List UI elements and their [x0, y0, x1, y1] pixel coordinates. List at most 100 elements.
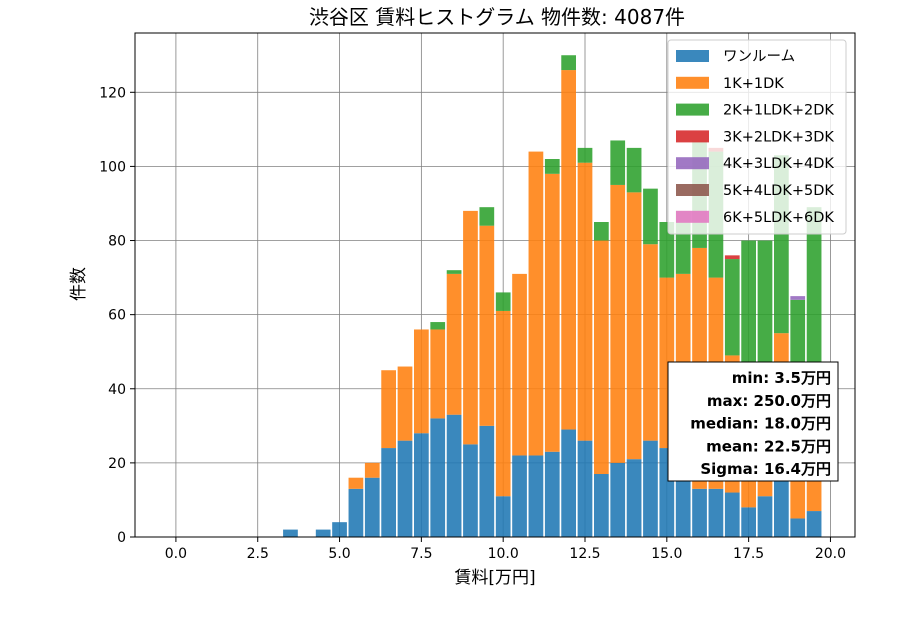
bar [594, 222, 609, 241]
bar [577, 440, 593, 537]
bar [741, 240, 756, 397]
bar [364, 477, 380, 537]
bar [806, 511, 822, 537]
x-tick-label: 10.0 [488, 546, 519, 562]
legend-swatch [676, 76, 709, 89]
bar [381, 448, 396, 537]
bar [430, 418, 446, 537]
y-tick-label: 0 [117, 530, 126, 546]
stats-line: median: 18.0万円 [690, 415, 831, 433]
bar [544, 173, 560, 452]
bar [381, 370, 396, 449]
bar [283, 529, 298, 537]
stats-line: max: 250.0万円 [707, 392, 831, 410]
bar [446, 270, 462, 274]
bar [348, 477, 364, 489]
legend-label: 4K+3LDK+4DK [723, 156, 834, 172]
bar [348, 488, 364, 537]
bar [446, 273, 462, 415]
stats-line: min: 3.5万円 [732, 369, 831, 387]
legend-swatch [676, 130, 709, 143]
bar [724, 492, 740, 537]
y-tick-label: 40 [108, 382, 126, 398]
bar [512, 455, 527, 537]
bar [414, 433, 429, 537]
plot-frame [134, 32, 856, 538]
legend-swatch [676, 157, 709, 170]
bar [544, 159, 560, 174]
x-tick-label: 12.5 [569, 546, 600, 562]
stats-line: Sigma: 16.4万円 [700, 460, 831, 478]
x-tick-label: 15.0 [651, 546, 682, 562]
bar [610, 462, 626, 537]
x-tick-label: 17.5 [733, 546, 764, 562]
bar [463, 210, 478, 445]
bar [594, 474, 609, 537]
x-tick-label: 5.0 [328, 546, 350, 562]
y-tick-label: 80 [108, 234, 126, 250]
bar [544, 451, 560, 537]
stats-line: mean: 22.5万円 [706, 437, 831, 455]
legend-label: ワンルーム [723, 49, 795, 65]
bar [643, 244, 658, 441]
x-tick-label: 7.5 [410, 546, 432, 562]
bar [708, 488, 724, 537]
bar [659, 222, 675, 278]
legend-label: 2K+1LDK+2DK [723, 103, 834, 119]
bar [626, 459, 642, 537]
bar [724, 259, 740, 356]
x-tick-label: 2.5 [247, 546, 269, 562]
y-tick-label: 60 [108, 308, 126, 324]
bar [626, 192, 642, 460]
legend-swatch [676, 184, 709, 196]
legend-label: 1K+1DK [723, 76, 784, 92]
bar [757, 496, 773, 537]
bar [577, 162, 593, 441]
y-tick-label: 120 [99, 85, 126, 101]
bar [741, 507, 756, 537]
chart-title: 渋谷区 賃料ヒストグラム 物件数: 4087件 [309, 5, 685, 29]
x-tick-label: 0.0 [165, 546, 187, 562]
bar [594, 240, 609, 474]
bar [364, 462, 380, 478]
bar [397, 440, 413, 537]
bar [724, 255, 740, 260]
bar [577, 147, 593, 163]
bar [446, 414, 462, 537]
y-axis-label: 件数 [69, 267, 89, 301]
legend-label: 6K+5LDK+6DK [723, 210, 834, 226]
bar [610, 140, 626, 185]
plot-area: 0.0 2.5 5.0 7.5 10.0 12.5 15.0 17.5 20.0 0 20 40 60 8… [99, 32, 856, 562]
legend-label: 5K+4LDK+5DK [723, 183, 834, 199]
legend-box [667, 39, 847, 235]
bar [495, 496, 511, 537]
bar [643, 188, 658, 245]
legend: ワンルーム 1K+1DK 2K+1LDK+2DK 3K+2LDK+3DK 4K+3LDK… [667, 39, 847, 235]
bar [332, 522, 347, 537]
bar [495, 292, 511, 311]
bar [495, 310, 511, 497]
bar [479, 425, 495, 537]
bar [430, 329, 446, 419]
y-tick-label: 20 [108, 456, 126, 472]
legend-swatch [676, 103, 709, 116]
bar [528, 151, 544, 456]
stats-box-frame [667, 361, 839, 482]
bar [479, 225, 495, 426]
x-axis-label: 賃料[万円] [454, 568, 535, 588]
bar [463, 444, 478, 537]
x-tick-label: 20.0 [815, 546, 846, 562]
bar [610, 184, 626, 463]
bar [806, 207, 822, 382]
bar [430, 322, 446, 330]
bar [774, 481, 789, 537]
bar [315, 529, 331, 537]
bar [643, 440, 658, 537]
bar [790, 296, 806, 300]
bar [757, 240, 773, 386]
bar [528, 455, 544, 537]
bar [692, 488, 707, 537]
bar [414, 329, 429, 434]
bar [512, 273, 527, 456]
